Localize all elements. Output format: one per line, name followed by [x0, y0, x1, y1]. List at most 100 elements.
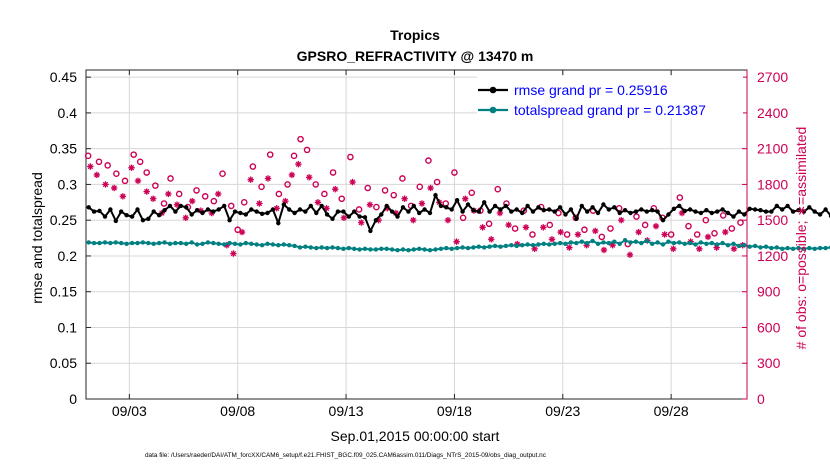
- rmse-point: [606, 207, 611, 212]
- spread-point: [498, 244, 503, 249]
- spread-point: [314, 245, 319, 251]
- rmse-point: [785, 203, 790, 209]
- spread-point: [270, 242, 276, 247]
- rmse-point: [417, 210, 422, 216]
- obs-possible-point: [529, 231, 536, 238]
- y-tick-label-right: 1500: [757, 212, 788, 228]
- rmse-point: [389, 209, 395, 214]
- spread-point: [357, 247, 362, 252]
- obs-possible-point: [728, 225, 736, 232]
- obs-possible-point: [494, 185, 502, 193]
- rmse-point: [86, 205, 91, 210]
- spread-point: [525, 242, 530, 247]
- grid-lines: [86, 70, 747, 400]
- obs-possible-point: [227, 202, 235, 210]
- rmse-point: [525, 203, 530, 209]
- spread-point: [427, 248, 433, 253]
- spread-point: [698, 240, 704, 245]
- rmse-point: [752, 207, 758, 212]
- rmse-point: [677, 203, 682, 209]
- obs-possible-point: [160, 200, 168, 207]
- spread-point: [785, 245, 790, 251]
- spread-point: [119, 240, 124, 246]
- obs-assimilated-point: [340, 214, 348, 222]
- spread-point: [752, 243, 758, 249]
- rmse-point: [205, 207, 211, 212]
- obs-possible-point: [685, 222, 692, 230]
- legend-spread-label: totalspread grand pr = 0.21387: [514, 102, 706, 118]
- spread-point: [622, 238, 628, 243]
- spread-point: [216, 241, 221, 246]
- obs-assimilated-point: [635, 228, 642, 236]
- data-file-footnote: data file: /Users/raeder/DAI/ATM_forcXX/…: [145, 452, 547, 459]
- rmse-point: [102, 214, 108, 219]
- spread-point: [758, 245, 763, 250]
- rmse-point: [568, 207, 574, 212]
- obs-possible-point: [546, 221, 554, 229]
- obs-assimilated-point: [306, 174, 313, 181]
- obs-possible-point: [95, 158, 103, 166]
- rmse-point: [612, 205, 617, 210]
- obs-assimilated-point: [479, 224, 486, 231]
- spread-point: [807, 245, 812, 251]
- spread-point: [812, 246, 817, 251]
- rmse-point: [330, 216, 335, 221]
- rmse-point: [200, 210, 205, 216]
- obs-possible-point: [693, 231, 701, 238]
- rmse-point: [162, 208, 167, 213]
- rmse-point: [747, 206, 752, 211]
- rmse-point: [319, 203, 324, 209]
- obs-assimilated-point: [256, 200, 263, 207]
- obs-possible-point: [676, 194, 684, 201]
- spread-point: [606, 240, 611, 246]
- rmse-point: [184, 205, 189, 210]
- spread-point: [774, 245, 779, 250]
- x-tick-label: 09/23: [545, 403, 580, 419]
- obs-possible-point: [381, 187, 389, 194]
- obs-possible-point: [312, 181, 320, 188]
- obs-possible-point: [633, 213, 640, 220]
- y-tick-label-left: 0.45: [50, 69, 77, 85]
- obs-possible-point: [266, 151, 274, 158]
- rmse-point: [579, 203, 584, 209]
- obs-assimilated-point: [462, 195, 469, 202]
- x-tick-label: 09/13: [329, 403, 364, 419]
- rmse-point: [780, 207, 785, 212]
- rmse-point: [590, 205, 595, 210]
- rmse-point: [801, 209, 807, 214]
- rmse-point: [265, 210, 270, 216]
- rmse-point: [151, 209, 156, 214]
- spread-point: [97, 240, 102, 246]
- spread-point: [368, 247, 373, 252]
- spread-point: [362, 246, 368, 251]
- obs-assimilated-point: [215, 190, 222, 198]
- rmse-point: [774, 203, 779, 209]
- obs-possible-point: [581, 226, 588, 234]
- obs-possible-point: [425, 157, 432, 164]
- obs-assimilated-point: [182, 214, 189, 222]
- rmse-point: [601, 202, 606, 207]
- obs-possible-point: [249, 163, 257, 170]
- spread-point: [352, 246, 357, 251]
- spread-point: [780, 246, 785, 251]
- spread-point: [167, 241, 173, 246]
- spread-point: [682, 241, 687, 246]
- obs-assimilated-point: [592, 227, 599, 235]
- rmse-point: [487, 209, 492, 214]
- y-tick-label-right: 1200: [757, 248, 788, 264]
- data-lines: [86, 192, 830, 253]
- obs-possible-point: [485, 220, 493, 228]
- spread-point: [666, 239, 671, 244]
- spread-point: [232, 241, 238, 246]
- obs-assimilated-point: [314, 199, 322, 206]
- obs-assimilated-point: [600, 246, 608, 254]
- spread-point: [552, 241, 557, 246]
- obs-possible-point: [329, 169, 337, 176]
- rmse-point: [731, 214, 736, 219]
- obs-assimilated-point: [128, 164, 135, 171]
- rmse-point: [476, 209, 481, 214]
- spread-point: [86, 240, 91, 245]
- obs-assimilated-point: [410, 216, 417, 224]
- rmse-point: [270, 207, 276, 212]
- rmse-point: [108, 207, 113, 212]
